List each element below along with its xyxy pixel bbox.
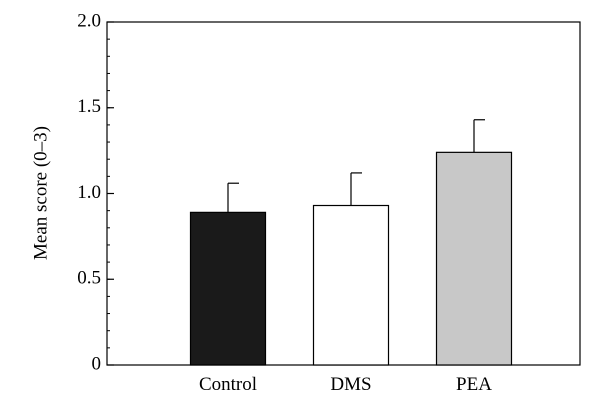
bar-pea bbox=[435, 151, 513, 366]
bar-control bbox=[189, 211, 267, 366]
y-axis-title: Mean score (0–3) bbox=[30, 126, 51, 260]
y-tick-label: 1.0 bbox=[77, 182, 101, 203]
y-tick-label: 1.5 bbox=[77, 96, 101, 117]
y-tick-label: 2.0 bbox=[77, 10, 101, 31]
bars-group bbox=[189, 119, 513, 366]
y-tick-label: 0.5 bbox=[77, 268, 101, 289]
x-axis-labels: Control DMS PEA bbox=[199, 374, 492, 395]
x-tick-label-pea: PEA bbox=[456, 374, 492, 395]
x-tick-label-dms: DMS bbox=[330, 374, 371, 395]
x-tick-label-control: Control bbox=[199, 374, 257, 395]
y-axis-ticks: 0 0.5 1.0 1.5 2.0 bbox=[77, 10, 114, 374]
bar-dms bbox=[312, 204, 390, 366]
y-tick-label: 0 bbox=[92, 353, 102, 374]
